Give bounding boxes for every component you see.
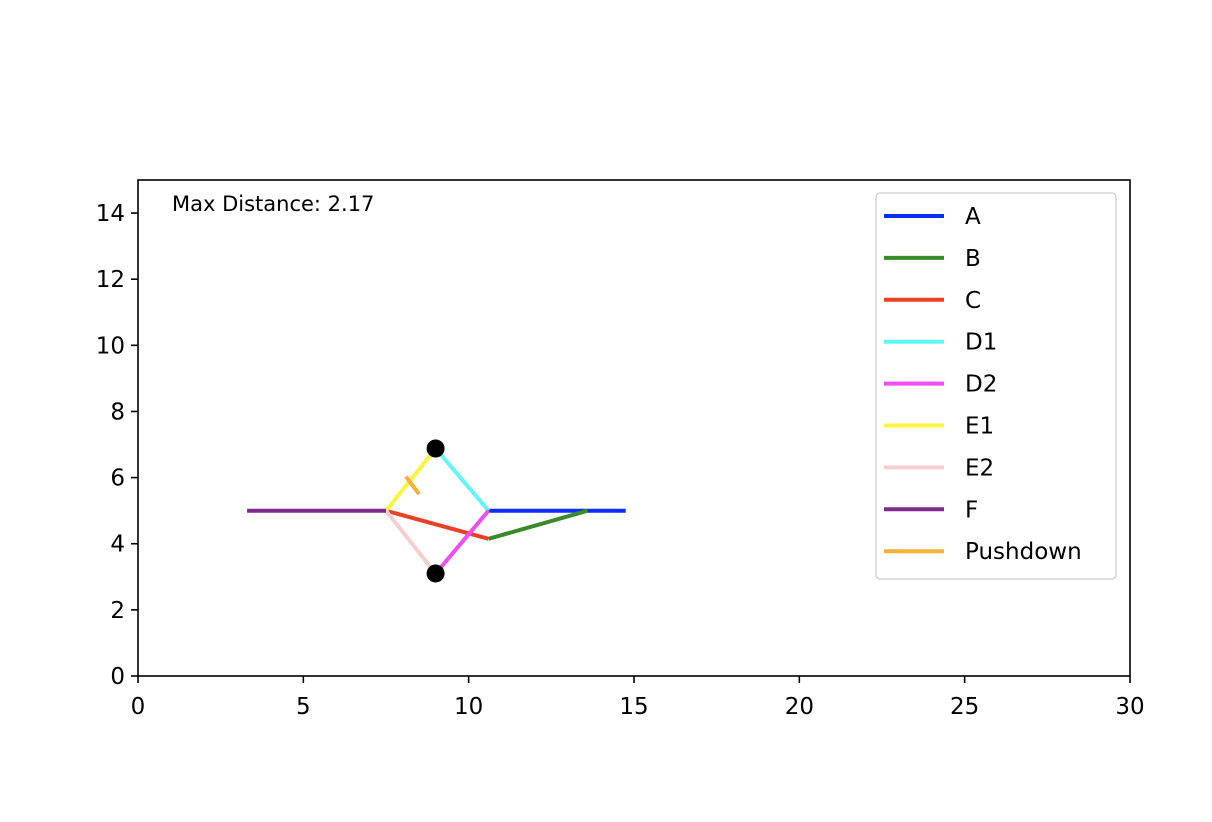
y-tick-label: 12 bbox=[96, 267, 125, 293]
x-tick-label: 10 bbox=[454, 694, 483, 720]
legend-label-e1: E1 bbox=[965, 414, 994, 440]
legend: ABC D1 D2 E1 E2 F Pushdown bbox=[875, 192, 1117, 580]
series-line-e2 bbox=[384, 509, 438, 575]
series-line-d1 bbox=[434, 447, 491, 512]
series-line-e1 bbox=[384, 447, 438, 512]
legend-label-e2: E2 bbox=[965, 455, 994, 481]
series-line-b bbox=[487, 508, 589, 541]
point-marker bbox=[426, 564, 445, 583]
x-tick-label: 20 bbox=[785, 694, 814, 720]
legend-label-d2: D2 bbox=[965, 372, 997, 398]
legend-label-f: F bbox=[965, 497, 978, 523]
series-line-c bbox=[385, 508, 490, 541]
point-marker bbox=[426, 439, 445, 458]
series-line-pushdown bbox=[404, 475, 421, 496]
x-tick-label: 30 bbox=[1115, 694, 1144, 720]
series-lines bbox=[247, 447, 626, 575]
legend-box bbox=[875, 192, 1117, 580]
legend-label-b: B bbox=[965, 246, 981, 272]
y-tick-label: 6 bbox=[110, 466, 125, 492]
max-distance-annotation: Max Distance: 2.17 bbox=[172, 192, 374, 216]
legend-items: ABC D1 D2 E1 E2 F Pushdown bbox=[884, 204, 1082, 565]
legend-label-a: A bbox=[965, 204, 981, 230]
y-tick-label: 14 bbox=[96, 201, 125, 227]
y-tick-label: 8 bbox=[110, 399, 125, 425]
legend-label-pushdown: Pushdown bbox=[965, 539, 1082, 565]
y-axis-ticks: 0 2 4 6 8 10 12 14 bbox=[96, 201, 138, 690]
x-axis-ticks: 0 5 10 15 20 25 30 bbox=[131, 676, 1145, 720]
x-tick-label: 0 bbox=[131, 694, 146, 720]
x-tick-label: 15 bbox=[619, 694, 648, 720]
y-tick-label: 0 bbox=[110, 664, 125, 690]
legend-label-c: C bbox=[965, 288, 981, 314]
x-tick-label: 5 bbox=[296, 694, 311, 720]
y-tick-label: 10 bbox=[96, 333, 125, 359]
legend-label-d1: D1 bbox=[965, 330, 997, 356]
y-tick-label: 4 bbox=[110, 532, 125, 558]
x-tick-label: 25 bbox=[950, 694, 979, 720]
point-markers bbox=[426, 439, 445, 583]
y-tick-label: 2 bbox=[110, 598, 125, 624]
series-line-d2 bbox=[434, 509, 491, 575]
